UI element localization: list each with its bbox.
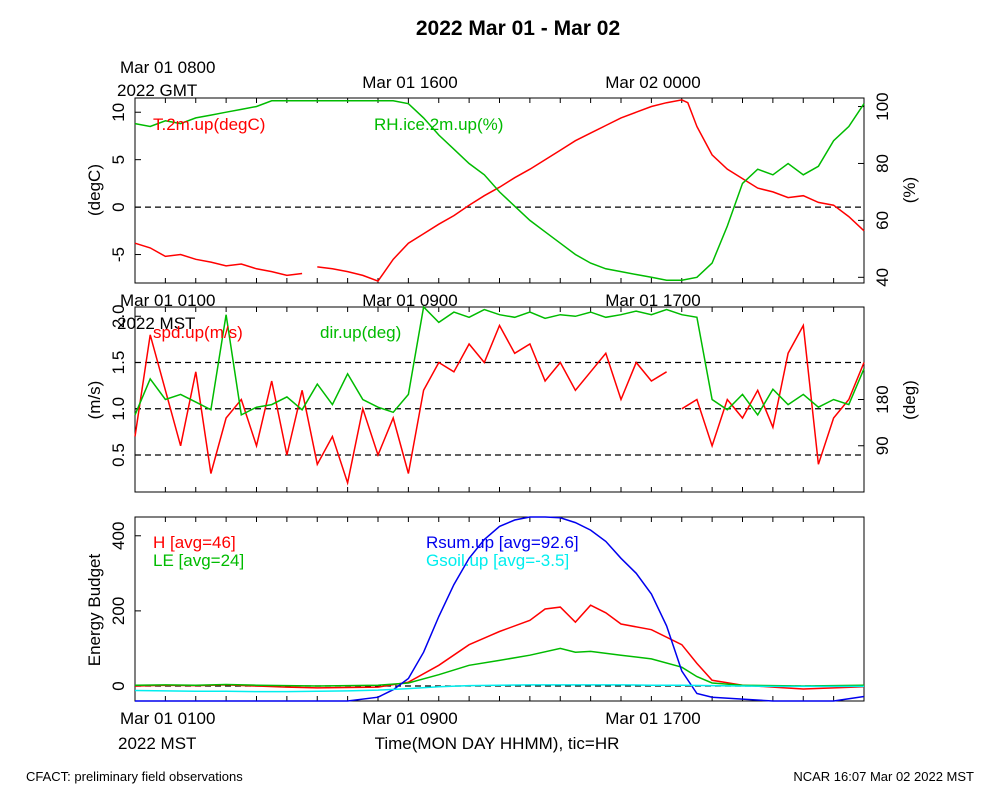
panel2-plot-area: 0.5 1.0 1.5 2.0 90 180 [109,304,892,492]
top-axis-tick-label: Mar 02 0000 [605,73,700,92]
footer-note: CFACT: preliminary field observations [26,769,243,784]
legend-sensible-heat: H [avg=46] [153,533,236,552]
y-tick-label: 400 [109,522,128,550]
y-tick-label: 1.5 [109,351,128,375]
bottom-axis-year-label: 2022 MST [118,734,196,753]
legend-latent-heat: LE [avg=24] [153,551,244,570]
y-tick-label: 0 [109,202,128,211]
mid-axis-first-label: Mar 01 0100 [120,291,215,310]
top-axis-year-label: 2022 GMT [117,81,197,100]
y-tick-label: 5 [109,155,128,164]
y-tick-label-right: 180 [873,385,892,413]
panel3-y-axis-label: Energy Budget [85,553,104,666]
series-line [135,516,865,702]
y-tick-label: 1.0 [109,397,128,421]
top-axis-tick-label: Mar 01 1600 [362,73,457,92]
y-tick-label-right: 90 [873,436,892,455]
legend-soil-heat: Gsoil.up [avg=-3.5] [426,551,569,570]
series-line [134,100,865,281]
panel2-frame [134,306,865,493]
chart-title: 2022 Mar 01 - Mar 02 [416,17,620,40]
y-tick-label-right: 40 [873,268,892,287]
legend-wind-speed: spd.up(m/s) [153,323,243,342]
mid-axis-tick-label: Mar 01 1700 [605,291,700,310]
y-tick-label: 0.5 [109,443,128,467]
mid-axis-year-label: 2022 MST [117,314,195,333]
legend-rh-ice: RH.ice.2m.up(%) [374,115,503,134]
series-line [134,684,864,693]
panel2-y-axis-right-label: (deg) [900,380,919,420]
panel1-y-axis-right-label: (%) [900,177,919,203]
y-tick-label: 10 [109,103,128,122]
top-axis-first-label: Mar 01 0800 [120,58,215,77]
bottom-axis-tick-label: Mar 01 0100 [120,709,215,728]
y-tick-label: -5 [109,247,128,262]
legend-temperature: T.2m.up(degC) [153,115,265,134]
series-line [134,99,865,283]
footer-timestamp: NCAR 16:07 Mar 02 2022 MST [793,769,974,784]
legend-radiation-sum: Rsum.up [avg=92.6] [426,533,579,552]
x-axis-label: Time(MON DAY HHMM), tic=HR [375,734,620,753]
y-tick-label-right: 100 [873,92,892,120]
series-line [134,323,865,486]
bottom-axis-tick-label: Mar 01 1700 [605,709,700,728]
bottom-axis-tick-label: Mar 01 0900 [362,709,457,728]
series-line [134,647,865,687]
y-tick-label-right: 80 [873,154,892,173]
y-tick-label-right: 60 [873,211,892,230]
panel1-y-axis-label: (degC) [85,164,104,216]
y-tick-label: 2.0 [109,304,128,328]
panel-energy-budget: 0 200 400 Energy Budget H [avg=46] LE [avg… [85,516,865,753]
y-tick-label: 0 [109,681,128,690]
series-line [134,305,865,417]
panel-temperature-humidity: -5 0 5 10 40 60 80 100 Mar 01 0800 2022 GMT Mar… [85,58,919,287]
y-tick-label: 200 [109,597,128,625]
panel-wind: 0.5 1.0 1.5 2.0 90 180 Mar 01 0100 2022 MST M… [85,291,919,493]
mid-axis-tick-label: Mar 01 0900 [362,291,457,310]
series-line [134,604,865,690]
panel3-plot-area: 0 200 400 [109,516,865,702]
panel1-plot-area: -5 0 5 10 40 60 80 100 [109,92,892,286]
legend-wind-direction: dir.up(deg) [320,323,401,342]
panel2-y-axis-label: (m/s) [85,381,104,420]
